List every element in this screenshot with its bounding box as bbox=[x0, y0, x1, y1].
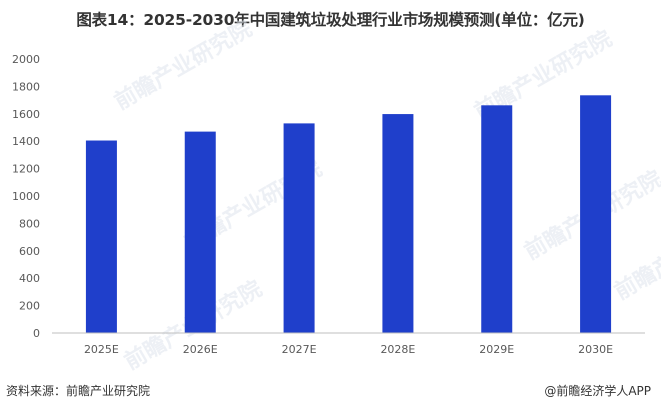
bar bbox=[481, 105, 513, 333]
y-axis: 0 200 400 600 800 1000 1200 1400 1600 1800 2000 bbox=[12, 53, 40, 340]
watermark-text: 前瞻产业研究院 bbox=[610, 206, 661, 306]
y-tick-label: 0 bbox=[33, 327, 40, 340]
x-tick-label: 2029E bbox=[479, 343, 514, 356]
brand-credit: @前瞻经济学人APP bbox=[544, 384, 651, 398]
chart-title: 图表14：2025-2030年中国建筑垃圾处理行业市场规模预测(单位：亿元) bbox=[76, 11, 585, 29]
y-tick-label: 1200 bbox=[12, 163, 40, 176]
bar bbox=[382, 114, 414, 333]
source-note: 资料来源：前瞻产业研究院 bbox=[6, 384, 151, 398]
bars-group bbox=[85, 95, 612, 334]
x-tick-label: 2025E bbox=[84, 343, 119, 356]
x-tick-label: 2030E bbox=[578, 343, 613, 356]
y-tick-label: 600 bbox=[19, 245, 40, 258]
bar bbox=[85, 140, 117, 333]
y-tick-label: 800 bbox=[19, 217, 40, 230]
y-tick-label: 1600 bbox=[12, 108, 40, 121]
watermark-text: 前瞻产业研究院 bbox=[110, 16, 256, 116]
x-axis: 2025E 2026E 2027E 2028E 2029E 2030E bbox=[84, 343, 613, 356]
x-tick-label: 2026E bbox=[183, 343, 218, 356]
x-tick-label: 2027E bbox=[282, 343, 317, 356]
y-tick-label: 1800 bbox=[12, 80, 40, 93]
y-tick-label: 2000 bbox=[12, 53, 40, 66]
y-tick-label: 1400 bbox=[12, 135, 40, 148]
y-tick-label: 400 bbox=[19, 272, 40, 285]
y-tick-label: 1000 bbox=[12, 190, 40, 203]
bar bbox=[184, 131, 216, 333]
bar bbox=[283, 123, 315, 333]
x-tick-label: 2028E bbox=[380, 343, 415, 356]
bar bbox=[580, 95, 612, 334]
y-tick-label: 200 bbox=[19, 300, 40, 313]
